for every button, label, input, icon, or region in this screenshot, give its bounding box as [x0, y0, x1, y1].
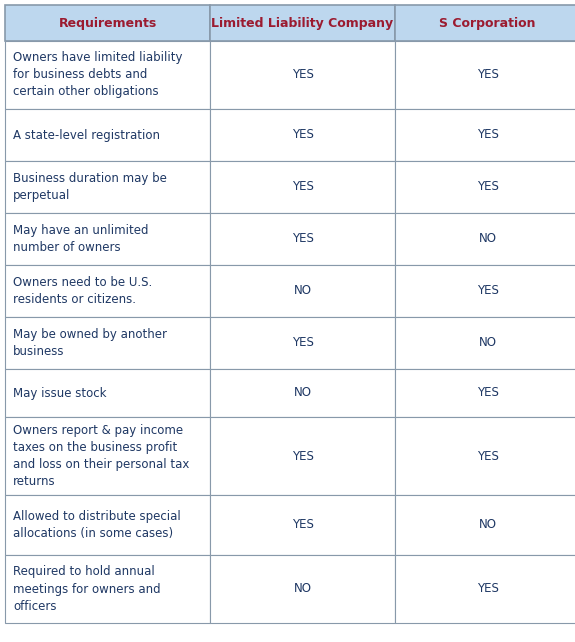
Text: May issue stock: May issue stock: [13, 386, 106, 399]
Text: NO: NO: [478, 519, 496, 532]
Bar: [395, 213, 575, 265]
Text: May be owned by another
business: May be owned by another business: [13, 328, 167, 358]
Text: May have an unlimited
number of owners: May have an unlimited number of owners: [13, 224, 148, 254]
Bar: [210, 109, 395, 161]
Text: YES: YES: [477, 386, 499, 399]
Bar: [210, 555, 395, 623]
Bar: [210, 495, 395, 555]
Bar: [395, 5, 575, 41]
Bar: [5, 265, 210, 317]
Text: A state-level registration: A state-level registration: [13, 128, 160, 141]
Bar: [210, 417, 395, 495]
Text: NO: NO: [293, 284, 312, 297]
Bar: [210, 5, 395, 41]
Text: S Corporation: S Corporation: [439, 17, 536, 30]
Bar: [5, 555, 210, 623]
Text: YES: YES: [477, 582, 499, 596]
Text: Business duration may be
perpetual: Business duration may be perpetual: [13, 172, 167, 202]
Bar: [5, 161, 210, 213]
Bar: [210, 213, 395, 265]
Bar: [395, 41, 575, 109]
Text: YES: YES: [292, 519, 313, 532]
Bar: [395, 369, 575, 417]
Bar: [395, 495, 575, 555]
Text: Limited Liability Company: Limited Liability Company: [212, 17, 393, 30]
Bar: [5, 495, 210, 555]
Bar: [210, 265, 395, 317]
Text: NO: NO: [478, 336, 496, 349]
Text: Allowed to distribute special
allocations (in some cases): Allowed to distribute special allocation…: [13, 510, 181, 540]
Bar: [5, 109, 210, 161]
Text: Owners have limited liability
for business debts and
certain other obligations: Owners have limited liability for busine…: [13, 51, 182, 98]
Bar: [5, 317, 210, 369]
Text: NO: NO: [293, 582, 312, 596]
Bar: [5, 41, 210, 109]
Text: YES: YES: [477, 69, 499, 82]
Bar: [210, 369, 395, 417]
Text: YES: YES: [477, 449, 499, 462]
Text: YES: YES: [292, 449, 313, 462]
Bar: [395, 317, 575, 369]
Bar: [395, 265, 575, 317]
Bar: [5, 213, 210, 265]
Text: YES: YES: [477, 180, 499, 193]
Text: Required to hold annual
meetings for owners and
officers: Required to hold annual meetings for own…: [13, 566, 160, 612]
Text: Requirements: Requirements: [59, 17, 156, 30]
Text: YES: YES: [292, 69, 313, 82]
Text: Owners need to be U.S.
residents or citizens.: Owners need to be U.S. residents or citi…: [13, 276, 152, 306]
Text: YES: YES: [477, 128, 499, 141]
Bar: [5, 5, 210, 41]
Bar: [395, 161, 575, 213]
Text: NO: NO: [478, 232, 496, 245]
Text: YES: YES: [292, 180, 313, 193]
Text: Owners report & pay income
taxes on the business profit
and loss on their person: Owners report & pay income taxes on the …: [13, 424, 189, 488]
Text: YES: YES: [292, 128, 313, 141]
Bar: [210, 41, 395, 109]
Bar: [395, 417, 575, 495]
Text: NO: NO: [293, 386, 312, 399]
Bar: [210, 317, 395, 369]
Bar: [5, 369, 210, 417]
Bar: [395, 109, 575, 161]
Bar: [210, 161, 395, 213]
Text: YES: YES: [477, 284, 499, 297]
Bar: [5, 417, 210, 495]
Text: YES: YES: [292, 336, 313, 349]
Text: YES: YES: [292, 232, 313, 245]
Bar: [395, 555, 575, 623]
